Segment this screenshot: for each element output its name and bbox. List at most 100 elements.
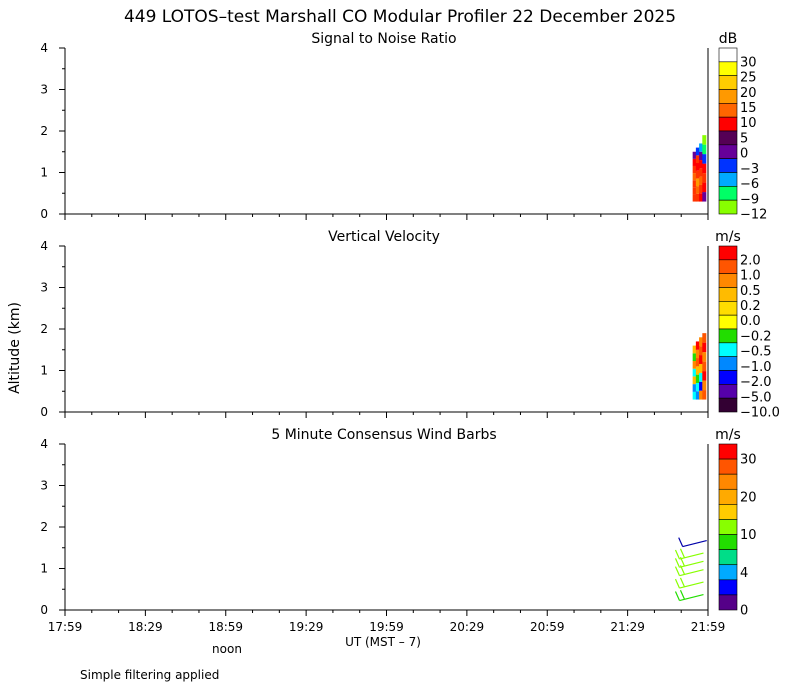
panel-title: 5 Minute Consensus Wind Barbs (271, 427, 496, 443)
colorbar-swatch (718, 287, 738, 302)
wind-barb-shaft (679, 569, 704, 577)
y-tick-label: 1 (40, 364, 48, 378)
y-tick-label: 4 (40, 41, 48, 55)
data-cell-vvel (692, 353, 697, 362)
wind-barb-shaft (679, 593, 704, 602)
footer-note: Simple filtering applied (80, 668, 219, 682)
colorbar-label: −2.0 (740, 375, 772, 390)
data-cell-vvel (692, 368, 697, 377)
data-cell-vvel (695, 358, 700, 367)
y-tick-label: 2 (40, 322, 48, 336)
data-cell-vvel (702, 342, 707, 353)
wind-barb (674, 577, 704, 589)
colorbar-label: 0.0 (740, 314, 761, 329)
colorbar-label: −1.0 (740, 360, 772, 375)
data-cell-snr (695, 170, 700, 179)
colorbar-label: −0.5 (740, 345, 772, 360)
data-cell-vvel (692, 345, 697, 354)
data-cell-vvel (702, 371, 707, 381)
colorbar-label: 20 (740, 490, 757, 505)
data-cell-snr (692, 187, 697, 195)
colorbar-swatch (718, 473, 738, 490)
data-cell-vvel (699, 372, 704, 382)
colorbar-label: −5.0 (740, 390, 772, 405)
y-tick-label: 2 (40, 520, 48, 534)
data-cell-vvel (692, 361, 697, 369)
data-cell-snr (702, 144, 707, 155)
colorbar-swatch (718, 301, 738, 316)
colorbar-label: 0 (740, 147, 748, 162)
x-tick-label: 19:29 (289, 620, 324, 634)
data-cell-vvel (699, 363, 704, 373)
y-tick-label: 3 (40, 83, 48, 97)
data-cell-snr (695, 178, 700, 187)
x-tick-label: 17:59 (48, 620, 83, 634)
colorbar-swatch (718, 356, 738, 371)
y-tick-label: 2 (40, 124, 48, 138)
y-tick-label: 0 (40, 603, 48, 617)
colorbar-label: −9 (740, 192, 759, 207)
colorbar-swatch (718, 594, 738, 611)
data-cell-snr (692, 151, 697, 159)
data-cell-snr (699, 160, 704, 169)
colorbar-swatch (718, 549, 738, 566)
wind-barb-flag (679, 577, 686, 588)
colorbar-label: 10 (740, 116, 757, 131)
wind-barb (674, 548, 704, 560)
x-tick-label: 18:29 (128, 620, 163, 634)
data-cell-vvel (695, 391, 700, 400)
data-cell-vvel (699, 381, 704, 391)
colorbar-label: 30 (740, 55, 757, 70)
wind-barb-flag (678, 537, 684, 547)
data-cell-snr (699, 184, 704, 194)
colorbar-swatch (718, 172, 738, 187)
data-cell-vvel (695, 349, 700, 359)
data-cell-vvel (702, 390, 707, 400)
data-cell-snr (695, 193, 700, 202)
y-tick-label: 4 (40, 437, 48, 451)
colorbar-swatch (718, 75, 738, 90)
data-cell-snr (695, 147, 700, 156)
data-cell-vvel (702, 352, 707, 362)
colorbar-swatch (718, 144, 738, 159)
y-tick-label: 1 (40, 166, 48, 180)
x-axis-label: UT (MST – 7) (345, 635, 421, 649)
colorbar-swatch (718, 488, 738, 505)
colorbar-swatch (718, 443, 738, 460)
y-tick-label: 3 (40, 479, 48, 493)
wind-barb-shaft (682, 540, 707, 548)
wind-barb-flag (674, 558, 681, 568)
panels-layer: Signal to Noise Ratio01234dB302520151050… (40, 31, 779, 634)
colorbar-label: 30 (740, 453, 757, 468)
panel-wind: 5 Minute Consensus Wind Barbs 0 1 2 3 4 17:59 1… (40, 427, 756, 634)
y-tick-label: 0 (40, 207, 48, 221)
wind-barb-flag (674, 591, 681, 601)
data-cell-snr (692, 165, 697, 174)
colorbar-swatch (718, 61, 738, 76)
data-cell-snr (692, 194, 697, 202)
data-cell-snr (699, 193, 704, 202)
data-cell-vvel (695, 374, 700, 383)
panel-snr: Signal to Noise Ratio01234dB302520151050… (40, 31, 767, 223)
x-tick-label: 18:59 (208, 620, 243, 634)
wind-barb (674, 590, 704, 602)
colorbar-swatch (718, 158, 738, 173)
colorbar-label: 10 (740, 528, 757, 543)
wind-barb-flag (674, 566, 681, 576)
x-tick-label: 19:59 (369, 620, 404, 634)
colorbar-label: −12 (740, 208, 767, 223)
data-cell-snr (695, 163, 700, 171)
colorbar-swatch (718, 370, 738, 385)
data-cell-snr (699, 176, 704, 185)
y-tick-label: 4 (40, 239, 48, 253)
y-tick-label: 3 (40, 281, 48, 295)
colorbar-swatch (718, 458, 738, 475)
colorbar-label: 1.0 (740, 269, 761, 284)
colorbar-swatch (718, 273, 738, 288)
colorbar-swatch (718, 328, 738, 344)
wind-barb-flag (679, 590, 686, 600)
colorbar-swatch (718, 314, 738, 330)
colorbar-swatch (718, 504, 738, 520)
data-cell-snr (695, 186, 700, 194)
